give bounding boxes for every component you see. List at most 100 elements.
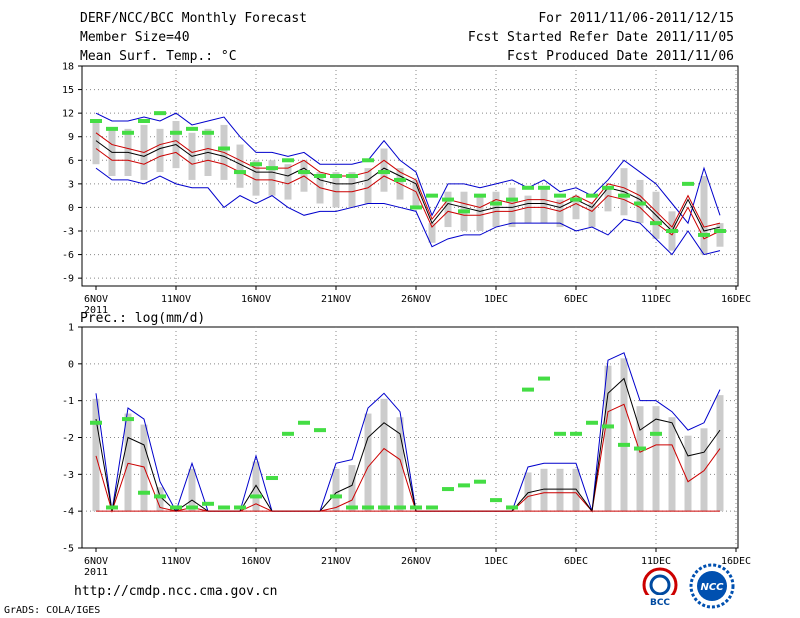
median-marker	[362, 158, 374, 163]
median-marker	[122, 130, 134, 135]
median-marker	[378, 170, 390, 175]
y-tick-label: -3	[62, 470, 74, 481]
series-max-line	[95, 352, 721, 513]
ensemble-box	[620, 358, 628, 512]
median-marker	[106, 505, 118, 510]
median-marker	[202, 501, 214, 506]
median-marker	[170, 130, 182, 135]
ensemble-box	[700, 428, 708, 512]
x-tick-label: 6DEC	[564, 556, 588, 567]
fcst-started: Fcst Started Refer Date 2011/11/05	[467, 30, 734, 45]
y-tick-label: -2	[62, 433, 74, 444]
x-tick-label: 21NOV	[321, 294, 351, 305]
ensemble-box	[540, 468, 548, 512]
ncc-logo-text: NCC	[700, 582, 724, 593]
ensemble-box	[492, 191, 500, 228]
median-marker	[282, 431, 294, 436]
median-marker	[602, 424, 614, 429]
ensemble-box	[332, 468, 340, 512]
median-marker	[298, 420, 310, 425]
x-tick-label: 11NOV	[161, 556, 191, 567]
median-marker	[138, 119, 150, 123]
median-marker	[250, 162, 262, 167]
ensemble-box	[636, 406, 644, 512]
ensemble-box	[92, 398, 100, 512]
ncc-logo: NCC	[689, 563, 735, 609]
x-tick-label: 26NOV	[401, 294, 431, 305]
median-marker	[186, 505, 198, 510]
median-marker	[506, 197, 518, 202]
median-marker	[618, 193, 630, 198]
median-marker	[186, 126, 198, 131]
ensemble-box	[268, 160, 276, 196]
median-marker	[618, 442, 630, 447]
median-marker	[586, 420, 598, 425]
plot-frame	[81, 65, 739, 287]
ensemble-box	[524, 195, 532, 224]
x-tick-label: 21NOV	[321, 556, 351, 567]
median-marker	[538, 376, 550, 381]
ensemble-box	[716, 223, 724, 247]
bcc-logo-text: BCC	[650, 598, 670, 608]
x-tick-label: 16NOV	[241, 294, 271, 305]
median-marker	[442, 487, 454, 492]
series-mean-line	[95, 140, 721, 232]
x-tick-label: 6DEC	[564, 294, 588, 305]
median-marker	[106, 126, 118, 131]
grads-credit: GrADS: COLA/IGES	[4, 605, 101, 616]
x-tick-label: 6NOV	[84, 556, 108, 567]
ensemble-box	[412, 179, 420, 208]
ensemble-box	[124, 413, 132, 512]
ensemble-box	[348, 172, 356, 208]
median-marker	[506, 505, 518, 510]
series-p75-line	[95, 132, 721, 228]
x-tick-year: 2011	[84, 305, 108, 316]
y-tick-label: -1	[62, 396, 74, 407]
ensemble-box	[476, 195, 484, 231]
ensemble-box	[364, 168, 372, 204]
y-tick-label: 1	[68, 323, 74, 334]
y-tick-label: -6	[62, 250, 74, 261]
median-marker	[634, 201, 646, 206]
x-tick-year: 2011	[84, 567, 108, 578]
ensemble-box	[588, 203, 596, 228]
median-marker	[250, 494, 262, 499]
series-p50-line	[95, 403, 721, 513]
x-tick-label: 1DEC	[484, 556, 508, 567]
median-marker	[474, 479, 486, 484]
median-marker	[426, 505, 438, 510]
ensemble-box	[668, 417, 676, 512]
median-marker	[282, 158, 294, 163]
ensemble-box	[684, 435, 692, 512]
ensemble-box	[284, 164, 292, 200]
median-marker	[346, 174, 358, 178]
median-marker	[474, 193, 486, 198]
median-marker	[170, 505, 182, 510]
x-tick-label: 16NOV	[241, 556, 271, 567]
median-marker	[154, 111, 166, 116]
ensemble-box	[156, 128, 164, 173]
x-tick-label: 26NOV	[401, 556, 431, 567]
variable-label: Mean Surf. Temp.: °C	[80, 49, 237, 64]
ensemble-box	[380, 398, 388, 512]
url-link[interactable]: http://cmdp.ncc.cma.gov.cn	[74, 584, 278, 599]
prec-label: Prec.: log(mm/d)	[80, 311, 206, 326]
y-tick-label: 15	[62, 85, 74, 96]
median-marker	[90, 119, 102, 123]
y-tick-label: -5	[62, 544, 74, 555]
ensemble-box	[700, 176, 708, 255]
x-tick-label: 6NOV	[84, 294, 108, 305]
y-tick-label: 12	[62, 109, 74, 120]
y-tick-label: -4	[62, 507, 74, 518]
y-tick-label: 0	[68, 359, 74, 370]
series-mean-line	[95, 377, 721, 513]
ensemble-box	[540, 187, 548, 224]
median-marker	[314, 174, 326, 178]
median-marker	[218, 505, 230, 510]
median-marker	[650, 221, 662, 226]
median-marker	[570, 431, 582, 436]
median-marker	[266, 166, 278, 171]
median-marker	[458, 483, 470, 488]
ensemble-box	[92, 121, 100, 165]
